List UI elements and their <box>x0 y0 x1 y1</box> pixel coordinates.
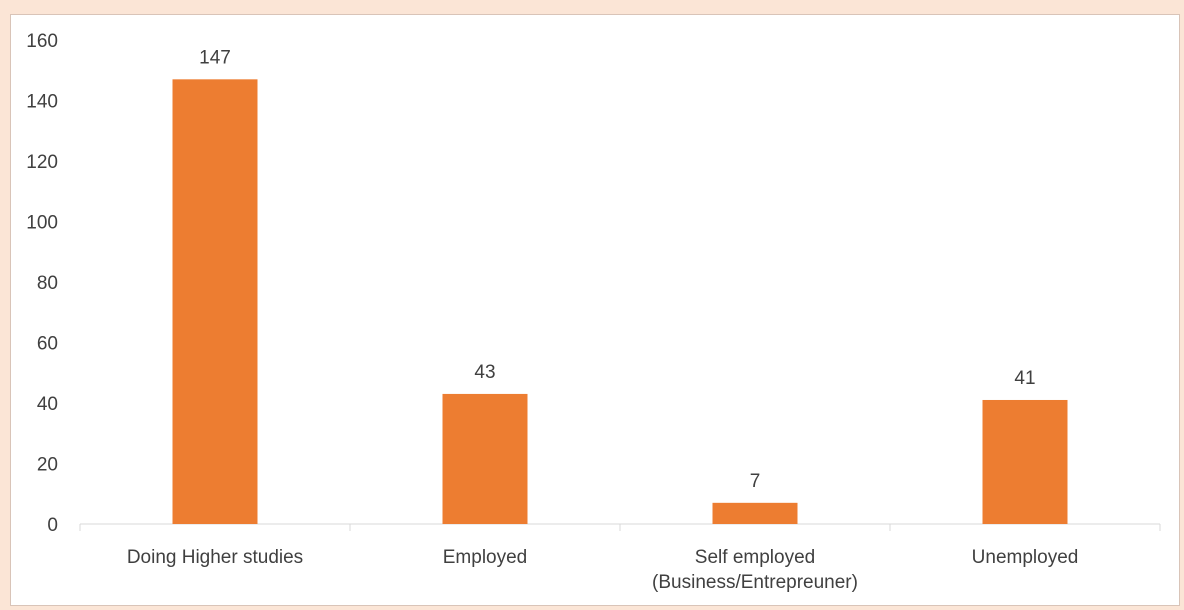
data-label: 7 <box>750 471 761 492</box>
bar <box>712 502 798 524</box>
y-tick-label: 20 <box>37 455 58 476</box>
x-tick-label: (Business/Entrepreuner) <box>652 572 858 593</box>
data-label: 41 <box>1014 368 1035 389</box>
x-tick-label: Self employed <box>695 547 815 568</box>
x-tick-label: Unemployed <box>972 547 1079 568</box>
y-tick-label: 80 <box>37 273 58 294</box>
x-tick-label: Doing Higher studies <box>127 547 303 568</box>
y-tick-label: 40 <box>37 394 58 415</box>
y-tick-label: 0 <box>47 515 58 536</box>
y-tick-label: 160 <box>26 31 58 52</box>
data-label: 147 <box>199 47 231 68</box>
bar <box>982 399 1068 524</box>
data-label: 43 <box>474 362 495 383</box>
x-tick-label: Employed <box>443 547 528 568</box>
y-tick-label: 100 <box>26 213 58 234</box>
y-tick-label: 140 <box>26 92 58 113</box>
y-tick-label: 120 <box>26 152 58 173</box>
bar <box>442 393 528 524</box>
bar <box>172 79 258 524</box>
y-tick-label: 60 <box>37 334 58 355</box>
